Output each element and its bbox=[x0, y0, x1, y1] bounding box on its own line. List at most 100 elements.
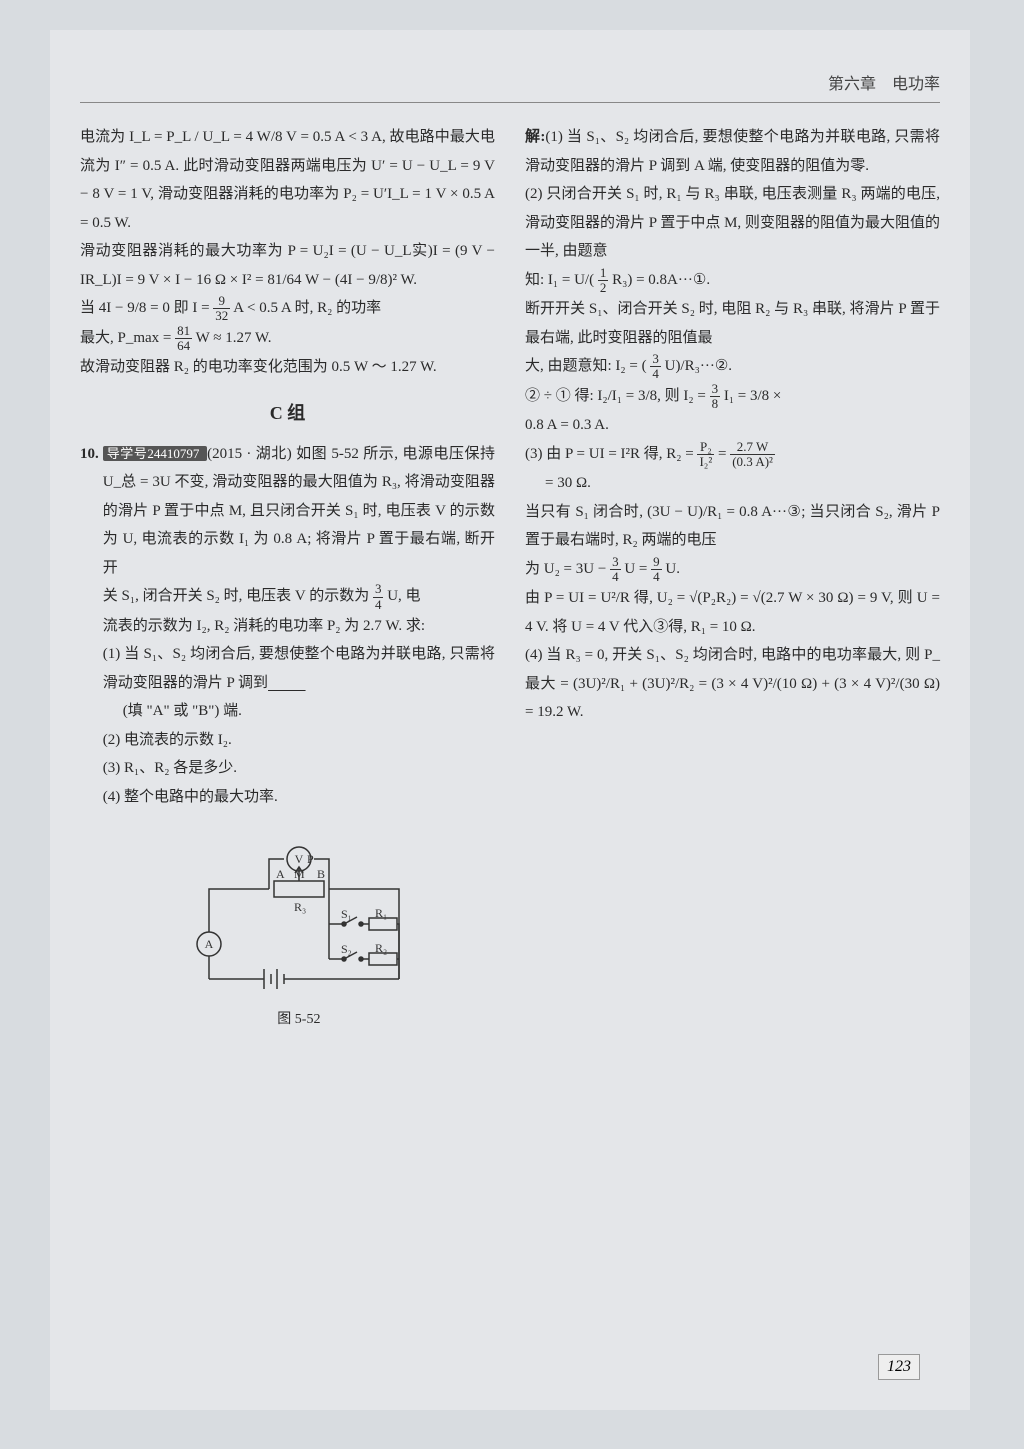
fraction: 9 32 bbox=[213, 294, 230, 324]
numerator: 9 bbox=[213, 294, 230, 309]
voltmeter-label: V bbox=[295, 852, 304, 866]
numerator: 3 bbox=[610, 555, 621, 570]
sub-question: (3) R₁、R₂ 各是多少. bbox=[103, 754, 495, 783]
denominator: 4 bbox=[650, 367, 661, 381]
page-sheet: 第六章 电功率 电流为 I_L = P_L / U_L = 4 W/8 V = … bbox=[50, 30, 970, 1410]
eq-part: = bbox=[718, 446, 730, 462]
text-line: ② ÷ ① 得: I₂/I₁ = 3/8, 则 I₂ = 3 8 I₁ = 3/… bbox=[525, 382, 940, 412]
numerator: 3 bbox=[650, 352, 661, 367]
denominator: 32 bbox=[213, 309, 230, 323]
text-line: 断开开关 S₁、闭合开关 S₂ 时, 电阻 R₂ 与 R₃ 串联, 将滑片 P … bbox=[525, 295, 940, 352]
circuit-diagram: A V A M B P R₃ S₁ R₁ S₂ R₂ bbox=[169, 829, 429, 999]
fill-blank bbox=[268, 675, 306, 691]
eq-part: A < 0.5 A 时, R₂ 的功率 bbox=[233, 300, 381, 316]
page-number: 123 bbox=[878, 1354, 920, 1380]
denominator: 64 bbox=[175, 339, 192, 353]
numerator: 2.7 W bbox=[730, 440, 775, 455]
fraction: 1 2 bbox=[598, 266, 609, 296]
sub-question: (填 "A" 或 "B") 端. bbox=[103, 697, 495, 726]
text-line: 故滑动变阻器 R₂ 的电功率变化范围为 0.5 W ～ 1.27 W. bbox=[80, 353, 495, 382]
eq-part: 为 U₂ = 3U − bbox=[525, 561, 606, 577]
sub-question: (1) 当 S₁、S₂ 均闭合后, 要想使整个电路为并联电路, 只需将滑动变阻器… bbox=[103, 640, 495, 697]
denominator: 2 bbox=[598, 281, 609, 295]
question-number: 10. bbox=[80, 440, 99, 1034]
text-line: 流表的示数为 I₂, R₂ 消耗的电功率 P₂ 为 2.7 W. 求: bbox=[103, 612, 495, 641]
text-line: 当只有 S₁ 闭合时, (3U − U)/R₁ = 0.8 A···③; 当只闭… bbox=[525, 498, 940, 555]
q-text: 关 S₁, 闭合开关 S₂ 时, 电压表 V 的示数为 bbox=[103, 589, 369, 605]
text-line: (4) 当 R₃ = 0, 开关 S₁、S₂ 均闭合时, 电路中的电功率最大, … bbox=[525, 641, 940, 727]
numerator: 3 bbox=[373, 582, 384, 597]
ammeter-label: A bbox=[205, 937, 214, 951]
solution-label: 解: bbox=[525, 129, 545, 145]
q-text: U, 电 bbox=[387, 589, 420, 605]
eq-part: 当 4I − 9/8 = 0 即 I = bbox=[80, 300, 210, 316]
fraction: P₂ I₂² bbox=[697, 440, 714, 470]
fraction: 9 4 bbox=[651, 555, 662, 585]
numerator: 81 bbox=[175, 324, 192, 339]
columns-wrapper: 电流为 I_L = P_L / U_L = 4 W/8 V = 0.5 A < … bbox=[80, 123, 940, 1034]
text-line: (3) 由 P = UI = I²R 得, R₂ = P₂ I₂² = 2.7 … bbox=[525, 440, 940, 470]
text-line: 电流为 I_L = P_L / U_L = 4 W/8 V = 0.5 A < … bbox=[80, 123, 495, 237]
figure-caption: 图 5-52 bbox=[103, 1007, 495, 1034]
numerator: 9 bbox=[651, 555, 662, 570]
denominator: 4 bbox=[610, 570, 621, 584]
text-line: 为 U₂ = 3U − 3 4 U = 9 4 U. bbox=[525, 555, 940, 585]
text-line: 由 P = UI = U²/R 得, U₂ = √(P₂R₂) = √(2.7 … bbox=[525, 584, 940, 641]
eq-part: 知: I₁ = U/( bbox=[525, 272, 594, 288]
question-body: 导学号24410797 (2015 · 湖北) 如图 5-52 所示, 电源电压… bbox=[103, 440, 495, 1034]
text-line: 0.8 A = 0.3 A. bbox=[525, 411, 940, 440]
fraction: 3 4 bbox=[610, 555, 621, 585]
text-line: 滑动变阻器消耗的最大功率为 P = U₂I = (U − U_L实)I = (9… bbox=[80, 237, 495, 294]
eq-part: R₃) = 0.8A···①. bbox=[612, 272, 710, 288]
label-r3: R₃ bbox=[294, 900, 306, 914]
sub-question: (4) 整个电路中的最大功率. bbox=[103, 783, 495, 812]
denominator: 4 bbox=[651, 570, 662, 584]
label-r1: R₁ bbox=[375, 906, 387, 920]
denominator: 8 bbox=[710, 397, 721, 411]
tag-label: 导学号 bbox=[107, 446, 148, 461]
label-s1: S₁ bbox=[341, 907, 352, 921]
eq-part: W ≈ 1.27 W. bbox=[196, 330, 272, 346]
text-line: = 30 Ω. bbox=[525, 469, 940, 498]
para: (1) 当 S₁、S₂ 均闭合后, 要想使整个电路为并联电路, 只需将滑动变阻器… bbox=[525, 129, 940, 174]
chapter-title: 第六章 电功率 bbox=[828, 76, 940, 93]
text-line: 最大, P_max = 81 64 W ≈ 1.27 W. bbox=[80, 324, 495, 354]
guide-number-tag: 导学号24410797 bbox=[103, 446, 207, 461]
sub-question: (2) 电流表的示数 I₂. bbox=[103, 726, 495, 755]
text-line: (2) 只闭合开关 S₁ 时, R₁ 与 R₃ 串联, 电压表测量 R₃ 两端的… bbox=[525, 180, 940, 266]
question-10: 10. 导学号24410797 (2015 · 湖北) 如图 5-52 所示, … bbox=[80, 440, 495, 1034]
q-text: (2015 · 湖北) 如图 5-52 所示, 电源电压保持 U_总 = 3U … bbox=[103, 446, 495, 576]
fraction: 3 4 bbox=[373, 582, 384, 612]
eq-part: U. bbox=[665, 561, 680, 577]
text-line: 解:(1) 当 S₁、S₂ 均闭合后, 要想使整个电路为并联电路, 只需将滑动变… bbox=[525, 123, 940, 180]
eq-part: ② ÷ ① 得: I₂/I₁ = 3/8, 则 I₂ = bbox=[525, 388, 706, 404]
fraction: 2.7 W (0.3 A)² bbox=[730, 440, 775, 470]
numerator: P₂ bbox=[697, 440, 714, 455]
numerator: 1 bbox=[598, 266, 609, 281]
denominator: I₂² bbox=[697, 455, 714, 469]
denominator: (0.3 A)² bbox=[730, 455, 775, 469]
eq-part: 大, 由题意知: I₂ = ( bbox=[525, 358, 647, 374]
right-column: 解:(1) 当 S₁、S₂ 均闭合后, 要想使整个电路为并联电路, 只需将滑动变… bbox=[525, 123, 940, 1034]
denominator: 4 bbox=[373, 598, 384, 612]
label-m: M bbox=[294, 867, 305, 881]
eq-part: U = bbox=[624, 561, 647, 577]
label-b: B bbox=[317, 867, 325, 881]
label-r2: R₂ bbox=[375, 941, 387, 955]
eq-part: I₁ = 3/8 × bbox=[724, 388, 782, 404]
text-line: 当 4I − 9/8 = 0 即 I = 9 32 A < 0.5 A 时, R… bbox=[80, 294, 495, 324]
text-line: 关 S₁, 闭合开关 S₂ 时, 电压表 V 的示数为 3 4 U, 电 bbox=[103, 582, 495, 612]
section-c-heading: C 组 bbox=[80, 396, 495, 430]
eq-part: U)/R₃···②. bbox=[665, 358, 732, 374]
text-line: 导学号24410797 (2015 · 湖北) 如图 5-52 所示, 电源电压… bbox=[103, 440, 495, 583]
text-line: 大, 由题意知: I₂ = ( 3 4 U)/R₃···②. bbox=[525, 352, 940, 382]
fraction: 3 8 bbox=[710, 382, 721, 412]
left-column: 电流为 I_L = P_L / U_L = 4 W/8 V = 0.5 A < … bbox=[80, 123, 495, 1034]
page-header: 第六章 电功率 bbox=[80, 70, 940, 103]
fraction: 81 64 bbox=[175, 324, 192, 354]
label-p: P bbox=[307, 852, 314, 866]
tag-number: 24410797 bbox=[147, 446, 199, 461]
eq-part: 最大, P_max = bbox=[80, 330, 171, 346]
label-a: A bbox=[276, 867, 285, 881]
eq-part: (3) 由 P = UI = I²R 得, R₂ = bbox=[525, 446, 694, 462]
